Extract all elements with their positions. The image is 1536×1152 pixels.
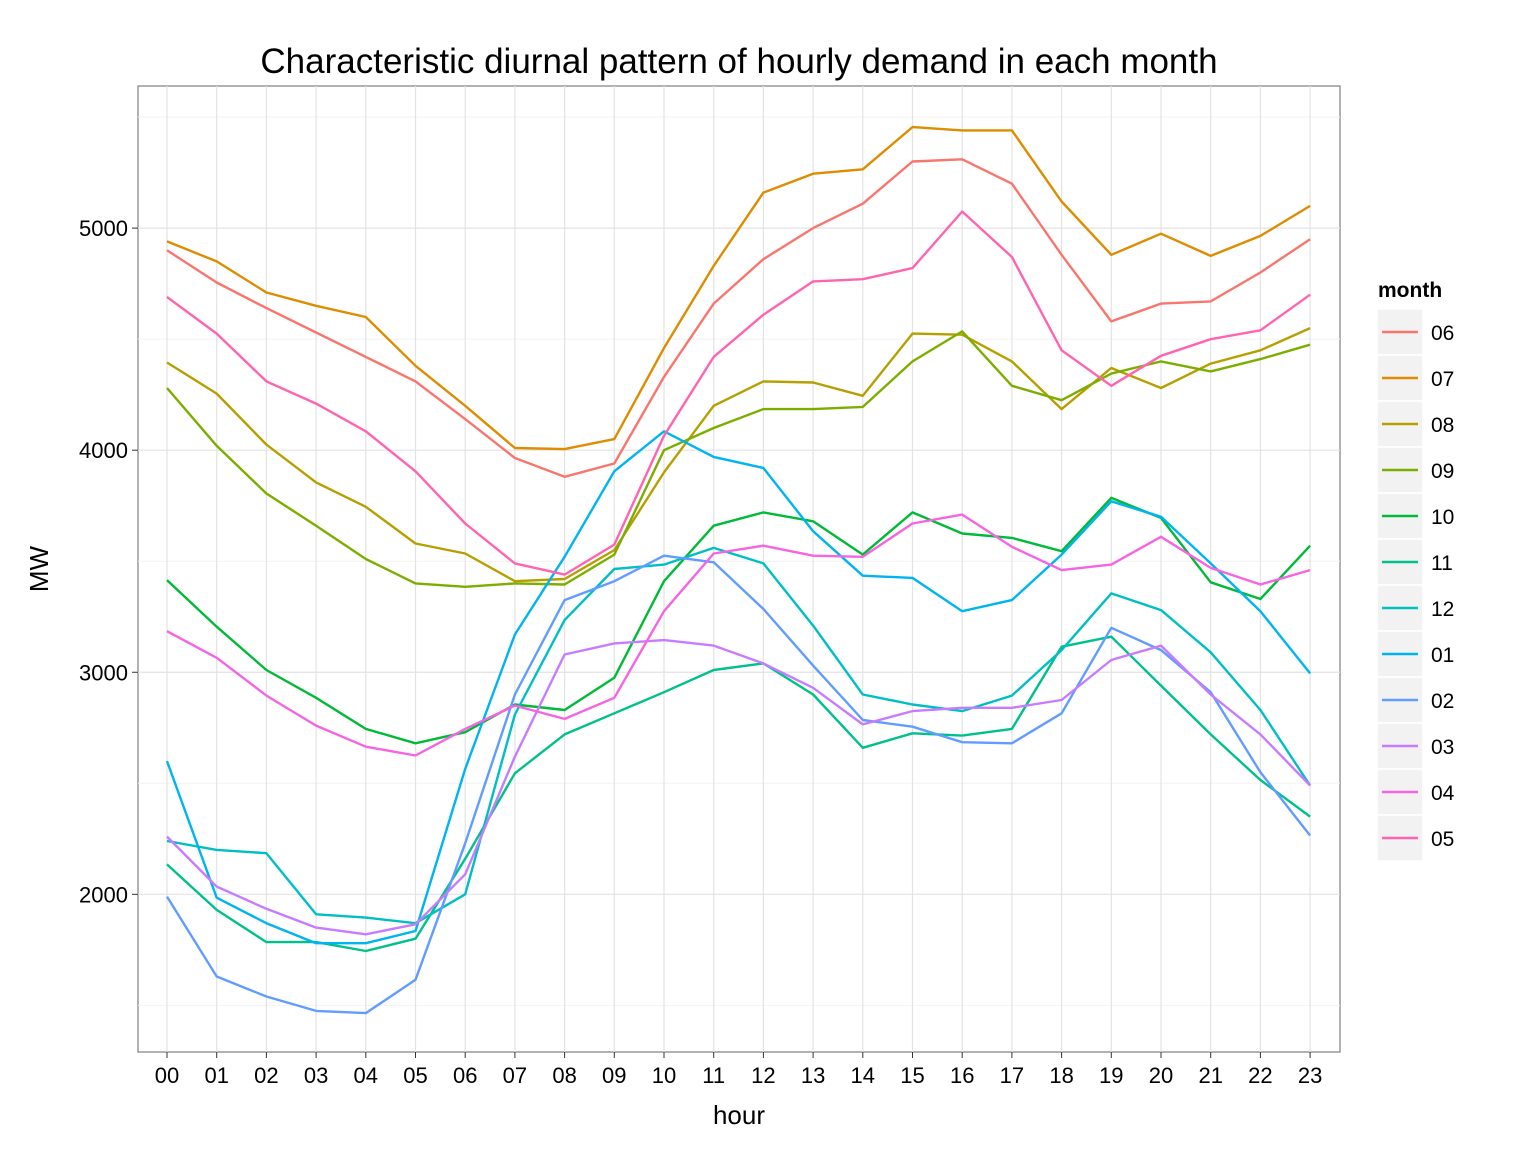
x-tick-label: 21 <box>1198 1063 1222 1088</box>
series-line-12 <box>166 546 1312 925</box>
y-axis: 2000 3000 4000 5000 <box>79 216 138 907</box>
x-tick-label: 19 <box>1099 1063 1123 1088</box>
minor-gridlines <box>138 116 1340 1006</box>
legend: month 06 07 08 09 10 11 12 01 02 03 04 05 <box>1376 279 1455 862</box>
legend-item-02: 02 <box>1376 676 1454 724</box>
legend-item-09: 09 <box>1376 446 1454 494</box>
legend-item-12: 12 <box>1376 584 1454 632</box>
y-tick-label: 5000 <box>79 216 128 241</box>
legend-label: 06 <box>1431 322 1454 345</box>
legend-item-05: 05 <box>1376 814 1454 862</box>
x-tick-label: 08 <box>552 1063 576 1088</box>
x-axis: 00 01 02 03 04 05 06 07 08 09 10 11 12 13 14 15 16 17 18 19… <box>155 1052 1322 1088</box>
x-tick-label: 15 <box>900 1063 924 1088</box>
x-tick-label: 12 <box>751 1063 775 1088</box>
x-tick-label: 05 <box>403 1063 427 1088</box>
plot-panel <box>137 85 1341 1053</box>
legend-item-06: 06 <box>1376 308 1454 356</box>
legend-label: 10 <box>1431 506 1454 529</box>
y-tick-label: 3000 <box>79 660 128 685</box>
legend-item-03: 03 <box>1376 722 1454 770</box>
x-tick-label: 16 <box>950 1063 974 1088</box>
legend-item-08: 08 <box>1376 400 1454 448</box>
x-tick-label: 01 <box>204 1063 228 1088</box>
legend-label: 05 <box>1431 828 1454 851</box>
legend-label: 03 <box>1431 736 1454 759</box>
x-tick-label: 06 <box>453 1063 477 1088</box>
x-tick-label: 20 <box>1149 1063 1173 1088</box>
legend-label: 04 <box>1431 782 1455 805</box>
legend-label: 02 <box>1431 690 1454 713</box>
legend-item-01: 01 <box>1376 630 1454 678</box>
x-tick-label: 00 <box>155 1063 179 1088</box>
series-line-03 <box>166 638 1311 936</box>
y-tick-label: 2000 <box>79 882 128 907</box>
y-axis-title: MW <box>24 545 54 592</box>
x-tick-label: 18 <box>1049 1063 1073 1088</box>
legend-label: 07 <box>1431 368 1454 391</box>
legend-label: 08 <box>1431 414 1454 437</box>
series-line-04 <box>166 513 1311 757</box>
series-line-11 <box>166 635 1311 953</box>
x-tick-label: 14 <box>851 1063 875 1088</box>
x-tick-label: 10 <box>652 1063 676 1088</box>
x-tick-label: 11 <box>702 1063 725 1088</box>
legend-label: 09 <box>1431 460 1454 483</box>
series-line-05 <box>166 210 1311 576</box>
x-tick-label: 22 <box>1248 1063 1272 1088</box>
x-axis-title: hour <box>713 1100 765 1130</box>
x-tick-label: 17 <box>1000 1063 1024 1088</box>
x-tick-label: 23 <box>1298 1063 1322 1088</box>
series-line-10 <box>166 496 1311 745</box>
series-line-02 <box>165 554 1312 1015</box>
legend-label: 12 <box>1431 598 1454 621</box>
series-line-09 <box>166 330 1311 588</box>
legend-item-10: 10 <box>1376 492 1454 540</box>
chart-title: Characteristic diurnal pattern of hourly… <box>260 42 1218 81</box>
legend-item-04: 04 <box>1376 768 1455 816</box>
legend-item-11: 11 <box>1376 538 1453 586</box>
x-tick-label: 02 <box>254 1063 278 1088</box>
x-tick-label: 13 <box>801 1063 825 1088</box>
x-tick-label: 07 <box>503 1063 527 1088</box>
legend-item-07: 07 <box>1376 354 1454 402</box>
series-line-07 <box>166 125 1311 451</box>
legend-label: 01 <box>1431 644 1454 667</box>
y-tick-label: 4000 <box>79 438 128 463</box>
legend-title: month <box>1378 279 1442 302</box>
series-lines <box>165 125 1312 1015</box>
x-tick-label: 09 <box>602 1063 626 1088</box>
x-tick-label: 04 <box>354 1063 378 1088</box>
legend-label: 11 <box>1431 552 1453 575</box>
major-gridlines <box>138 86 1340 1052</box>
series-line-01 <box>165 430 1312 945</box>
series-line-06 <box>166 158 1311 478</box>
x-tick-label: 03 <box>304 1063 328 1088</box>
